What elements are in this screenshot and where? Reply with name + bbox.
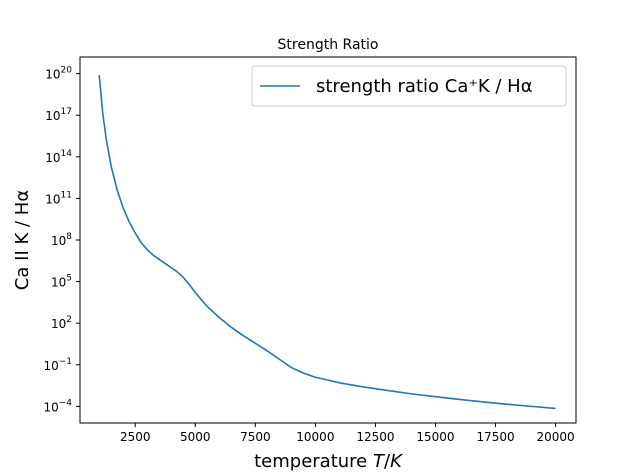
y-tick-label: 10−1 bbox=[43, 357, 72, 373]
y-tick-label: 1017 bbox=[45, 107, 72, 123]
y-axis-label: Ca II K / Hα bbox=[12, 190, 33, 290]
plot-frame bbox=[79, 56, 577, 424]
x-axis-label: temperature T/K bbox=[254, 451, 403, 472]
x-tick-label: 20000 bbox=[536, 430, 574, 444]
x-tick-label: 10000 bbox=[296, 430, 334, 444]
legend-box bbox=[251, 65, 567, 107]
chart-title: Strength Ratio bbox=[278, 37, 379, 53]
plot-area: 2500 5000 7500 10000 12500 15000 17500 20000 10… bbox=[43, 56, 577, 444]
x-tick-label: 7500 bbox=[240, 430, 271, 444]
y-tick-label: 1020 bbox=[45, 66, 72, 82]
series-line bbox=[98, 74, 556, 410]
x-tick-label: 12500 bbox=[356, 430, 394, 444]
y-tick-label: 1011 bbox=[45, 190, 72, 206]
y-tick-label: 108 bbox=[51, 232, 72, 248]
legend: strength ratio Ca⁺K / Hα bbox=[251, 65, 567, 107]
x-tick-label: 17500 bbox=[476, 430, 514, 444]
legend-label: strength ratio Ca⁺K / Hα bbox=[316, 76, 533, 97]
x-tick-label: 15000 bbox=[416, 430, 454, 444]
y-tick-label: 1014 bbox=[45, 149, 72, 165]
y-tick-label: 105 bbox=[51, 274, 72, 290]
x-tick-label: 5000 bbox=[180, 430, 211, 444]
y-axis: 10−4 10−1 102 105 108 1011 1014 1017 1020 bbox=[43, 66, 80, 414]
x-axis: 2500 5000 7500 10000 12500 15000 17500 20000 bbox=[120, 423, 575, 444]
y-tick-label: 102 bbox=[51, 315, 72, 331]
x-tick-label: 2500 bbox=[120, 430, 151, 444]
y-tick-label: 10−4 bbox=[43, 398, 72, 414]
